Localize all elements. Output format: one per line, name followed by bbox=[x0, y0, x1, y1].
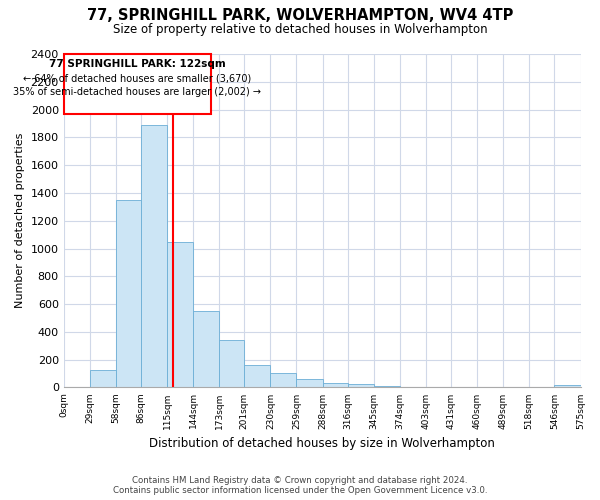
Text: ← 64% of detached houses are smaller (3,670): ← 64% of detached houses are smaller (3,… bbox=[23, 73, 251, 83]
Text: 77 SPRINGHILL PARK: 122sqm: 77 SPRINGHILL PARK: 122sqm bbox=[49, 59, 226, 69]
Bar bbox=[348, 384, 374, 388]
Bar bbox=[296, 379, 323, 388]
Bar bbox=[244, 365, 271, 388]
X-axis label: Distribution of detached houses by size in Wolverhampton: Distribution of detached houses by size … bbox=[149, 437, 495, 450]
Text: 35% of semi-detached houses are larger (2,002) →: 35% of semi-detached houses are larger (… bbox=[13, 87, 262, 97]
Bar bbox=[116, 200, 141, 388]
Y-axis label: Number of detached properties: Number of detached properties bbox=[15, 133, 25, 308]
Bar bbox=[193, 311, 219, 388]
Text: 77, SPRINGHILL PARK, WOLVERHAMPTON, WV4 4TP: 77, SPRINGHILL PARK, WOLVERHAMPTON, WV4 … bbox=[87, 8, 513, 22]
Bar bbox=[167, 242, 193, 388]
Text: Contains HM Land Registry data © Crown copyright and database right 2024.
Contai: Contains HM Land Registry data © Crown c… bbox=[113, 476, 487, 495]
Bar bbox=[219, 340, 244, 388]
Text: Size of property relative to detached houses in Wolverhampton: Size of property relative to detached ho… bbox=[113, 22, 487, 36]
Bar bbox=[554, 386, 581, 388]
Bar bbox=[374, 386, 400, 388]
Bar bbox=[90, 370, 116, 388]
Bar bbox=[141, 125, 167, 388]
Bar bbox=[271, 373, 296, 388]
Bar bbox=[323, 384, 348, 388]
